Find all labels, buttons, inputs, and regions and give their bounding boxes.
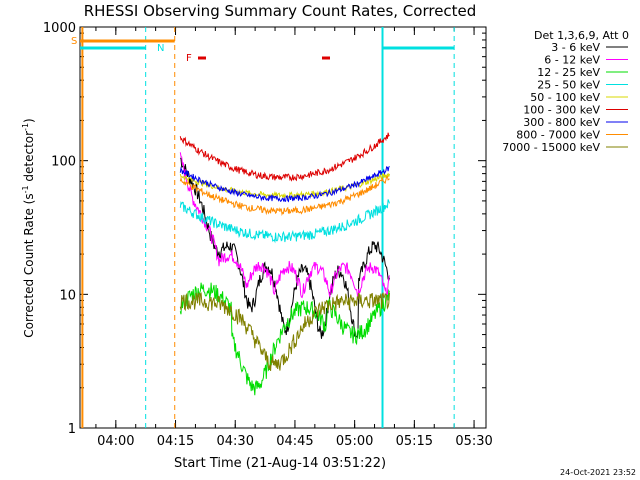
x-axis-title: Start Time (21-Aug-14 03:51:22) [174, 456, 386, 471]
y-axis-title: Corrected Count Rate (s-1 detector-1) [21, 118, 36, 337]
y-tick-label: 100 [51, 155, 76, 170]
y-axis-title-sup2: -1 [21, 123, 30, 131]
flare-marker-label: F [186, 53, 192, 64]
series-line [179, 172, 390, 200]
x-tick-label: 05:15 [396, 434, 433, 449]
x-tick-label: 04:30 [217, 434, 254, 449]
series-line [179, 282, 390, 396]
legend-label: 800 - 7000 keV [516, 129, 600, 142]
night-marker-label: N [157, 43, 164, 54]
series-line [179, 292, 390, 371]
y-tick-label: 1 [68, 422, 76, 437]
legend-label: 300 - 800 keV [523, 116, 600, 129]
legend-label: 12 - 25 keV [537, 66, 600, 79]
y-tick-label: 10 [59, 288, 76, 303]
x-tick-label: 05:30 [455, 434, 492, 449]
legend-label: 25 - 50 keV [537, 79, 600, 92]
plot-frame [79, 26, 487, 429]
series-line [179, 166, 390, 203]
chart-title: RHESSI Observing Summary Count Rates, Co… [84, 2, 477, 20]
saa-marker-label: S [71, 36, 77, 47]
legend-label: 6 - 12 keV [544, 54, 600, 67]
legend-label: 3 - 6 keV [551, 41, 600, 54]
legend-label: 7000 - 15000 keV [502, 141, 600, 154]
y-axis-title-part3: ) [22, 118, 36, 123]
x-tick-label: 04:45 [276, 434, 313, 449]
series-line [179, 175, 390, 216]
legend-label: 50 - 100 keV [530, 91, 600, 104]
y-tick-label: 1000 [43, 21, 76, 36]
x-tick-label: 05:00 [336, 434, 373, 449]
timestamp: 24-Oct-2021 23:52 [560, 468, 636, 477]
x-tick-label: 04:00 [97, 434, 134, 449]
series-line [179, 152, 390, 300]
y-axis-title-part1: Corrected Count Rate (s [22, 193, 36, 337]
series-line [179, 199, 390, 244]
y-axis-title-part2: detector [22, 131, 36, 186]
x-tick-label: 04:15 [157, 434, 194, 449]
series-line [179, 132, 390, 182]
y-axis-title-sup1: -1 [21, 185, 30, 193]
legend-label: 100 - 300 keV [523, 104, 600, 117]
legend-title: Det 1,3,6,9, Att 0 [534, 29, 629, 42]
